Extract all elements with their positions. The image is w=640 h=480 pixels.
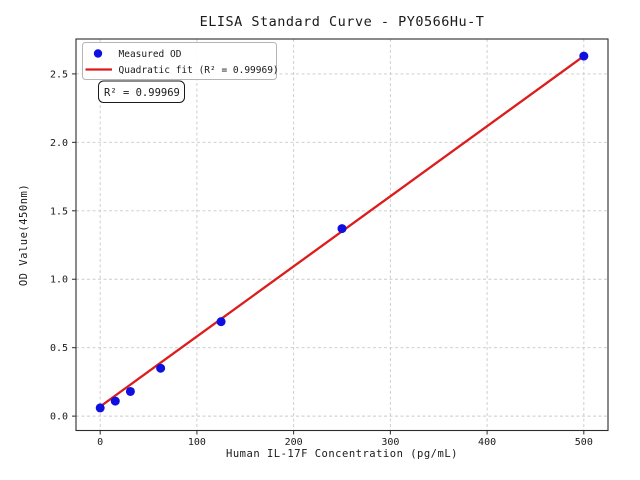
axes-spines [75,38,609,432]
y-axis-label: OD Value(450nm) [18,184,30,286]
r-squared-annotation: R² = 0.99969 [98,80,185,103]
annotation-text: R² = 0.99969 [104,87,180,99]
x-tick-label: 400 [478,437,496,448]
data-point [216,317,226,327]
x-tick-label: 0 [97,437,103,448]
y-tick-label: 2.5 [50,69,68,80]
x-tick-label: 100 [188,437,206,448]
y-tick-label: 2.0 [50,138,68,149]
fit-line [99,54,585,408]
x-axis-label: Human IL-17F Concentration (pg/mL) [226,448,458,460]
legend-marker-measured-od-icon [93,49,103,58]
legend-label-quadratic-fit: Quadratic fit (R² = 0.99969) [119,65,279,76]
data-point [156,363,166,373]
x-tick-label: 300 [381,437,399,448]
y-tick-label: 0.5 [50,343,68,354]
data-point [95,403,105,413]
data-point [125,386,135,396]
data-point [110,396,120,406]
legend-box [82,42,277,80]
chart-title: ELISA Standard Curve - PY0566Hu-T [200,14,485,30]
plot-border [75,38,609,432]
y-tick-label: 0.0 [50,412,68,423]
y-tick-label: 1.5 [50,206,68,217]
annotation-box [98,80,185,103]
legend-label-measured-od: Measured OD [119,49,182,60]
data-point [337,224,347,234]
data-series [95,51,589,413]
x-tick-label: 200 [285,437,303,448]
data-point [579,51,589,61]
axis-ticks: 0 100 200 300 400 500 0.0 0.5 1.0 1.5 2.0 2.5 [50,69,593,448]
y-tick-label: 1.0 [50,275,68,286]
legend: Measured OD Quadratic fit (R² = 0.99969) [82,42,279,80]
x-tick-label: 500 [575,437,593,448]
